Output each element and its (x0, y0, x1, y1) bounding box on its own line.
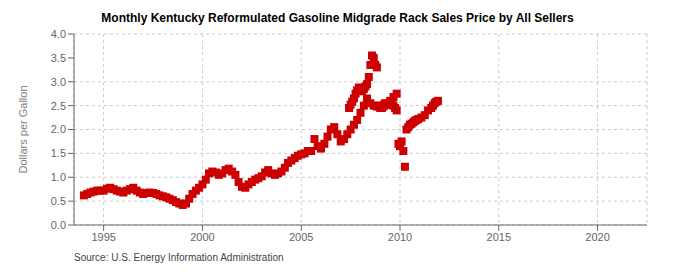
svg-text:2000: 2000 (190, 231, 214, 243)
svg-text:1995: 1995 (91, 231, 115, 243)
svg-text:2020: 2020 (585, 231, 609, 243)
svg-text:2010: 2010 (388, 231, 412, 243)
svg-text:1.5: 1.5 (51, 147, 66, 159)
svg-text:3.0: 3.0 (51, 76, 66, 88)
svg-text:2.0: 2.0 (51, 123, 66, 135)
svg-text:1.0: 1.0 (51, 171, 66, 183)
svg-text:0.5: 0.5 (51, 195, 66, 207)
svg-text:Dollars per Gallon: Dollars per Gallon (17, 85, 29, 173)
svg-text:2005: 2005 (289, 231, 313, 243)
svg-text:2.5: 2.5 (51, 100, 66, 112)
svg-text:3.5: 3.5 (51, 52, 66, 64)
svg-text:0.0: 0.0 (51, 219, 66, 231)
svg-text:2015: 2015 (487, 231, 511, 243)
html-text:Source: U.S. Energy Informatio: Source: U.S. Energy Information Administ… (74, 252, 284, 263)
html-text:Monthly Kentucky Reformulated: Monthly Kentucky Reformulated Gasoline M… (101, 11, 574, 25)
svg-text:4.0: 4.0 (51, 28, 66, 40)
